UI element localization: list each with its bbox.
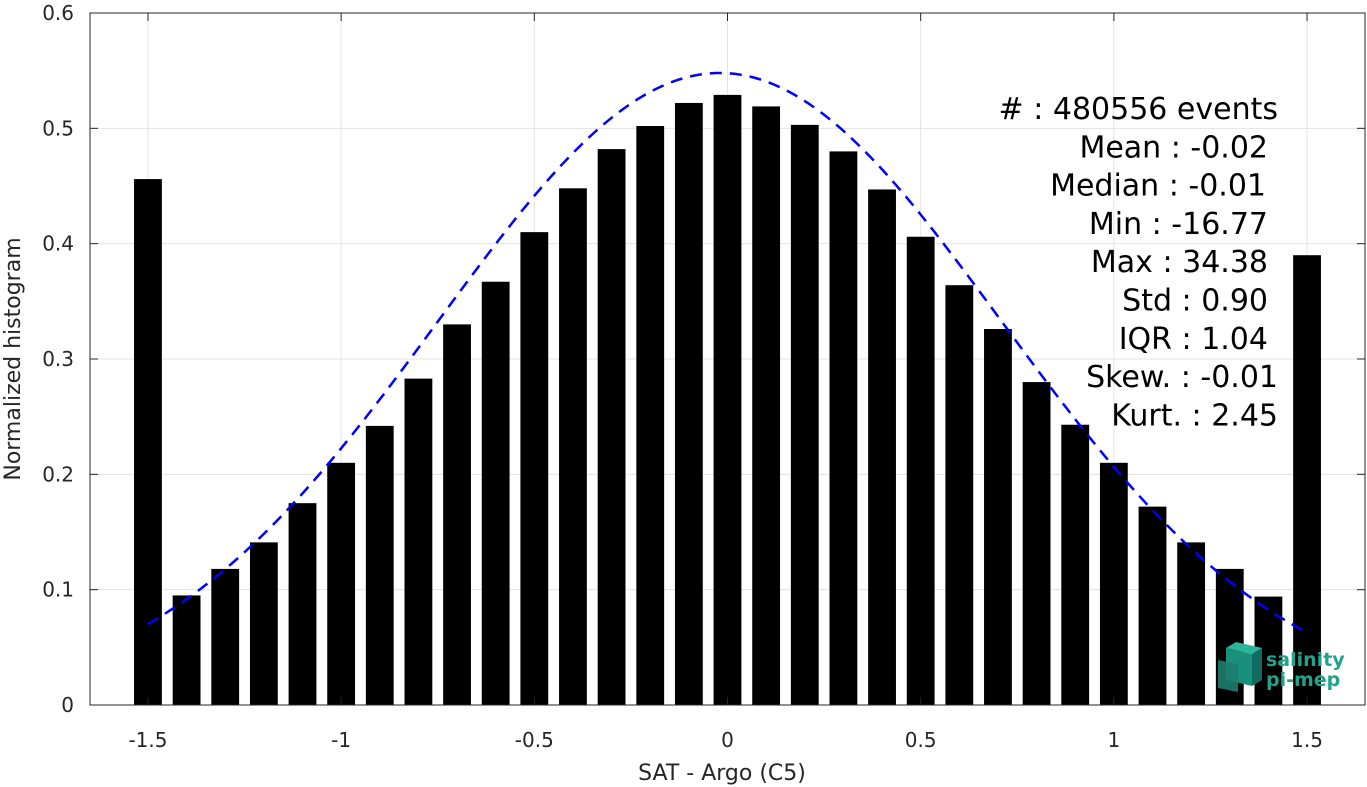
histogram-bar (945, 285, 974, 705)
histogram-bar (520, 232, 549, 705)
cube-icon (1218, 642, 1262, 692)
x-axis-ticks: -1.5 -1 -0.5 0 0.5 1 1.5 (128, 13, 1323, 752)
gaussian-fit-curve (147, 71, 1308, 634)
histogram-bar (984, 329, 1012, 705)
logo-text-line2: pi-mep (1266, 669, 1340, 691)
histogram-bar (1138, 506, 1167, 705)
x-tick-label: 1.5 (1291, 728, 1323, 752)
histogram-bar (134, 179, 162, 705)
histogram-bar (404, 378, 433, 705)
y-tick-label: 0 (61, 693, 74, 717)
y-tick-label: 0.5 (42, 116, 74, 140)
histogram-bar (443, 324, 471, 705)
stat-line: Skew. : -0.01 (1086, 360, 1278, 395)
histogram-bar (1099, 462, 1128, 705)
histogram-bar (713, 94, 742, 706)
stat-line: Median : -0.01 (1050, 169, 1266, 204)
y-axis-label: Normalized histogram (1, 237, 26, 480)
stat-line: Max : 34.38 (1091, 245, 1268, 280)
histogram-bar (597, 149, 626, 706)
x-tick-label: 0 (721, 728, 734, 752)
histogram-bar (906, 236, 935, 705)
stat-line: Std : 0.90 (1122, 284, 1268, 319)
histogram-bar (249, 542, 278, 705)
histogram-bar (790, 124, 819, 705)
stat-line: Kurt. : 2.45 (1111, 398, 1278, 433)
histogram-bar (868, 189, 896, 705)
x-tick-label: -1 (331, 728, 351, 752)
y-tick-label: 0.6 (42, 1, 74, 25)
histogram-bar (327, 462, 356, 705)
y-tick-label: 0.4 (42, 232, 74, 256)
x-tick-label: 0.5 (905, 728, 937, 752)
histogram-bar (365, 425, 394, 705)
stat-line: IQR : 1.04 (1119, 322, 1268, 357)
stat-line: Min : -16.77 (1089, 207, 1268, 242)
x-tick-label: -1.5 (128, 728, 167, 752)
histogram-bar (674, 102, 703, 705)
histogram-bar (288, 503, 317, 705)
histogram-bar (1293, 255, 1321, 705)
y-tick-label: 0.2 (42, 462, 74, 486)
histogram-bar (752, 106, 781, 706)
histogram-bar (481, 281, 510, 705)
histogram-bar (829, 151, 858, 705)
histogram-bar (1177, 542, 1206, 705)
bars (134, 94, 1321, 706)
x-tick-label: -0.5 (515, 728, 554, 752)
x-axis-label: SAT - Argo (C5) (638, 761, 806, 786)
y-tick-label: 0.3 (42, 347, 74, 371)
histogram-bar (636, 126, 665, 705)
stat-line: # : 480556 events (999, 92, 1278, 127)
histogram-bar (1061, 424, 1090, 705)
histogram-bar (172, 595, 201, 705)
y-tick-label: 0.1 (42, 578, 74, 602)
logo: salinity pi-mep (1218, 642, 1345, 692)
histogram-bar (1022, 382, 1051, 705)
histogram-bar (559, 188, 587, 706)
y-axis-ticks: 0 0.1 0.2 0.3 0.4 0.5 0.6 (42, 1, 1365, 717)
stat-line: Mean : -0.02 (1079, 130, 1268, 165)
logo-text-line1: salinity (1266, 649, 1345, 671)
histogram-bar (211, 568, 240, 705)
x-tick-label: 1 (1107, 728, 1120, 752)
